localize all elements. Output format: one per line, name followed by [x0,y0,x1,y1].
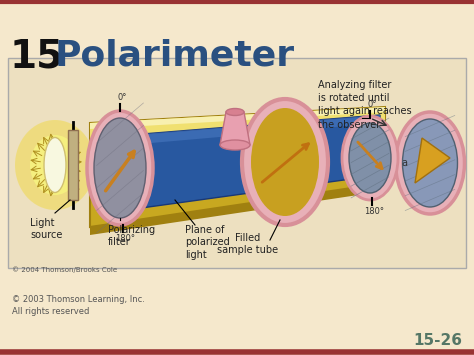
Text: 15-26: 15-26 [413,333,462,348]
Text: 0°: 0° [117,93,127,102]
Polygon shape [90,107,385,141]
Bar [68,130,78,200]
Polygon shape [220,112,250,145]
Ellipse shape [94,118,146,218]
Ellipse shape [15,120,95,210]
Text: a: a [401,158,407,168]
Text: 15: 15 [10,38,64,76]
Polygon shape [105,115,380,147]
Text: © 2004 Thomson/Brooks Cole: © 2004 Thomson/Brooks Cole [12,266,117,273]
Text: Light
source: Light source [30,218,63,240]
Text: 0°: 0° [367,100,377,109]
Ellipse shape [395,112,465,214]
Text: Polarimeter: Polarimeter [55,38,295,72]
Text: 180°: 180° [364,207,384,216]
Ellipse shape [342,116,398,200]
Ellipse shape [87,111,153,225]
Polygon shape [415,138,450,183]
Text: Analyzing filter
is rotated until
light again reaches
the observer: Analyzing filter is rotated until light … [318,80,411,130]
Ellipse shape [44,137,66,192]
Polygon shape [90,183,385,235]
Polygon shape [90,107,385,227]
Text: Plane of
polarized
light: Plane of polarized light [185,225,230,260]
Ellipse shape [251,108,319,216]
Polygon shape [90,107,385,129]
Ellipse shape [220,140,250,150]
Ellipse shape [30,135,80,195]
FancyBboxPatch shape [8,58,466,268]
Ellipse shape [402,119,457,207]
Polygon shape [105,115,380,213]
Ellipse shape [226,109,244,115]
Ellipse shape [349,123,391,193]
Text: 180°: 180° [115,234,135,243]
Ellipse shape [242,99,328,225]
Text: Polarizing
filter: Polarizing filter [108,225,155,247]
Text: © 2003 Thomson Learning, Inc.
All rights reserved: © 2003 Thomson Learning, Inc. All rights… [12,295,145,316]
Text: Filled
sample tube: Filled sample tube [218,233,279,255]
